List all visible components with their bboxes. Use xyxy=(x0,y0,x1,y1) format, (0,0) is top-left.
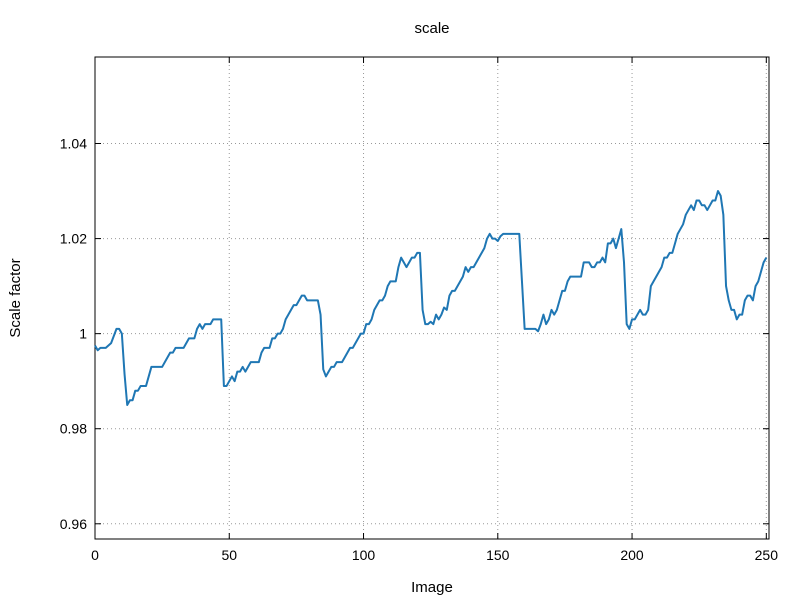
y-tick-label: 1 xyxy=(79,326,87,342)
series-layer xyxy=(94,190,768,406)
x-tick-label: 250 xyxy=(755,547,779,563)
y-axis-label: Scale factor xyxy=(7,258,24,337)
plot-frame xyxy=(94,56,770,540)
y-tick-label: 0.98 xyxy=(60,421,87,437)
x-tick-label: 200 xyxy=(620,547,644,563)
x-tick-label: 0 xyxy=(91,547,99,563)
series-line xyxy=(94,190,768,406)
axis-ticks: 0 50 100 150 200 250 0.96 0.98 1 1.02 1.04 xyxy=(60,57,778,563)
x-tick-label: 100 xyxy=(352,547,376,563)
x-tick-label: 50 xyxy=(221,547,237,563)
grid-lines xyxy=(94,57,769,539)
y-tick-label: 1.04 xyxy=(60,136,87,152)
y-tick-label: 0.96 xyxy=(60,516,87,532)
x-tick-label: 150 xyxy=(486,547,510,563)
x-axis-label: Image xyxy=(411,579,453,596)
chart-title: scale xyxy=(414,20,449,37)
y-tick-label: 1.02 xyxy=(60,231,87,247)
